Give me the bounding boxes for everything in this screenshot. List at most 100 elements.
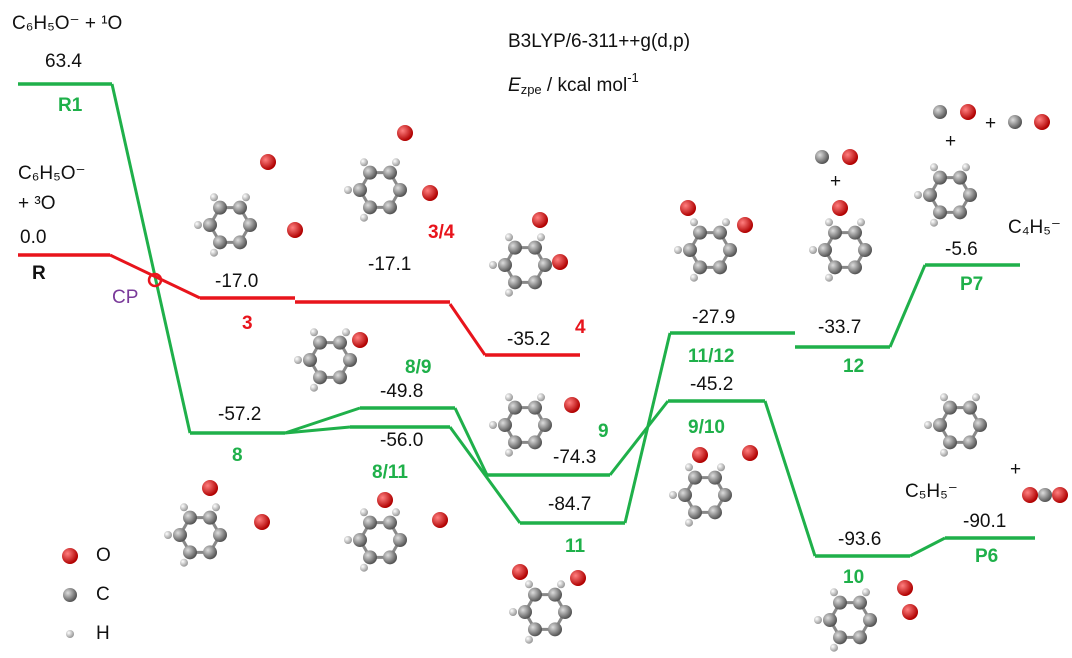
atom <box>393 533 407 547</box>
atom <box>718 488 732 502</box>
crossing-point-label: CP <box>112 287 138 308</box>
atom <box>498 258 512 272</box>
species-label: 11 <box>565 536 586 557</box>
atom <box>902 604 918 620</box>
molecule <box>509 564 586 644</box>
atom <box>242 193 250 201</box>
species-label: 4 <box>575 317 586 338</box>
atom <box>1038 488 1052 502</box>
energy-value: -5.6 <box>945 239 978 260</box>
plus: + <box>1010 459 1021 480</box>
atom <box>933 171 947 185</box>
atom <box>303 353 317 367</box>
atom <box>713 260 727 274</box>
species-label: 3/4 <box>428 222 455 243</box>
atom <box>508 401 522 415</box>
molecule <box>669 445 758 527</box>
atom <box>678 488 692 502</box>
energy-value: -45.2 <box>690 374 733 395</box>
molecule <box>344 125 438 222</box>
atom <box>383 550 397 564</box>
atom <box>717 463 725 471</box>
atom <box>210 193 218 201</box>
species: C₆H₅O⁻ + ¹O <box>12 13 122 34</box>
atom <box>508 241 522 255</box>
atom <box>963 435 977 449</box>
atom <box>680 200 696 216</box>
molecule <box>924 393 987 456</box>
atom <box>525 580 533 588</box>
method: B3LYP/6-311++g(d,p) <box>508 31 690 52</box>
species-label: R <box>32 263 46 284</box>
atom <box>685 519 693 527</box>
connector <box>625 333 670 523</box>
atom <box>815 150 829 164</box>
atom <box>828 226 842 240</box>
atom <box>923 188 937 202</box>
molecule <box>674 200 753 282</box>
energy-value: -84.7 <box>548 494 591 515</box>
atom <box>940 393 948 401</box>
atom <box>66 630 74 638</box>
energy-value: -17.1 <box>368 254 411 275</box>
atom <box>392 158 400 166</box>
atom <box>548 588 562 602</box>
atom <box>213 235 227 249</box>
energy-value: -33.7 <box>818 317 861 338</box>
energy-value: -57.2 <box>218 404 261 425</box>
atom <box>548 622 562 636</box>
atom <box>360 564 368 572</box>
atom <box>538 258 552 272</box>
atom <box>508 275 522 289</box>
atom <box>360 158 368 166</box>
atom <box>213 201 227 215</box>
atom <box>1008 115 1022 129</box>
atom <box>363 166 377 180</box>
atom <box>233 235 247 249</box>
molecule <box>489 212 568 297</box>
atom <box>723 243 737 257</box>
atom <box>489 421 497 429</box>
species-label: P7 <box>960 274 983 295</box>
energy-value: -27.9 <box>692 307 735 328</box>
atom <box>310 328 318 336</box>
atom <box>210 249 218 257</box>
atom <box>564 397 580 413</box>
atom <box>708 471 722 485</box>
atom <box>528 588 542 602</box>
atom <box>693 226 707 240</box>
atom <box>538 418 552 432</box>
atom <box>164 531 172 539</box>
atom <box>363 200 377 214</box>
atom <box>683 243 697 257</box>
connector <box>765 401 815 556</box>
species-label: R1 <box>58 95 83 116</box>
atom <box>360 508 368 516</box>
connector <box>890 265 925 347</box>
energy-diagram: B3LYP/6-311++g(d,p) Ezpe / kcal mol-1 C₆… <box>0 0 1072 658</box>
atom <box>933 418 947 432</box>
plus: + <box>985 113 996 134</box>
atom <box>528 435 542 449</box>
atom <box>833 630 847 644</box>
atom <box>505 233 513 241</box>
atom <box>1034 114 1050 130</box>
atom <box>532 212 548 228</box>
atom <box>313 370 327 384</box>
atom <box>528 275 542 289</box>
atom <box>953 205 967 219</box>
atom <box>212 503 220 511</box>
molecule <box>164 480 270 567</box>
atom <box>383 516 397 530</box>
plus: + <box>945 131 956 152</box>
atom <box>432 512 448 528</box>
atom <box>737 217 753 233</box>
atom <box>962 163 970 171</box>
species: + ³O <box>18 193 55 214</box>
atom <box>853 596 867 610</box>
atom <box>823 613 837 627</box>
atom <box>688 471 702 485</box>
atom <box>344 186 352 194</box>
energy-value: 63.4 <box>45 51 82 72</box>
atom <box>857 218 865 226</box>
